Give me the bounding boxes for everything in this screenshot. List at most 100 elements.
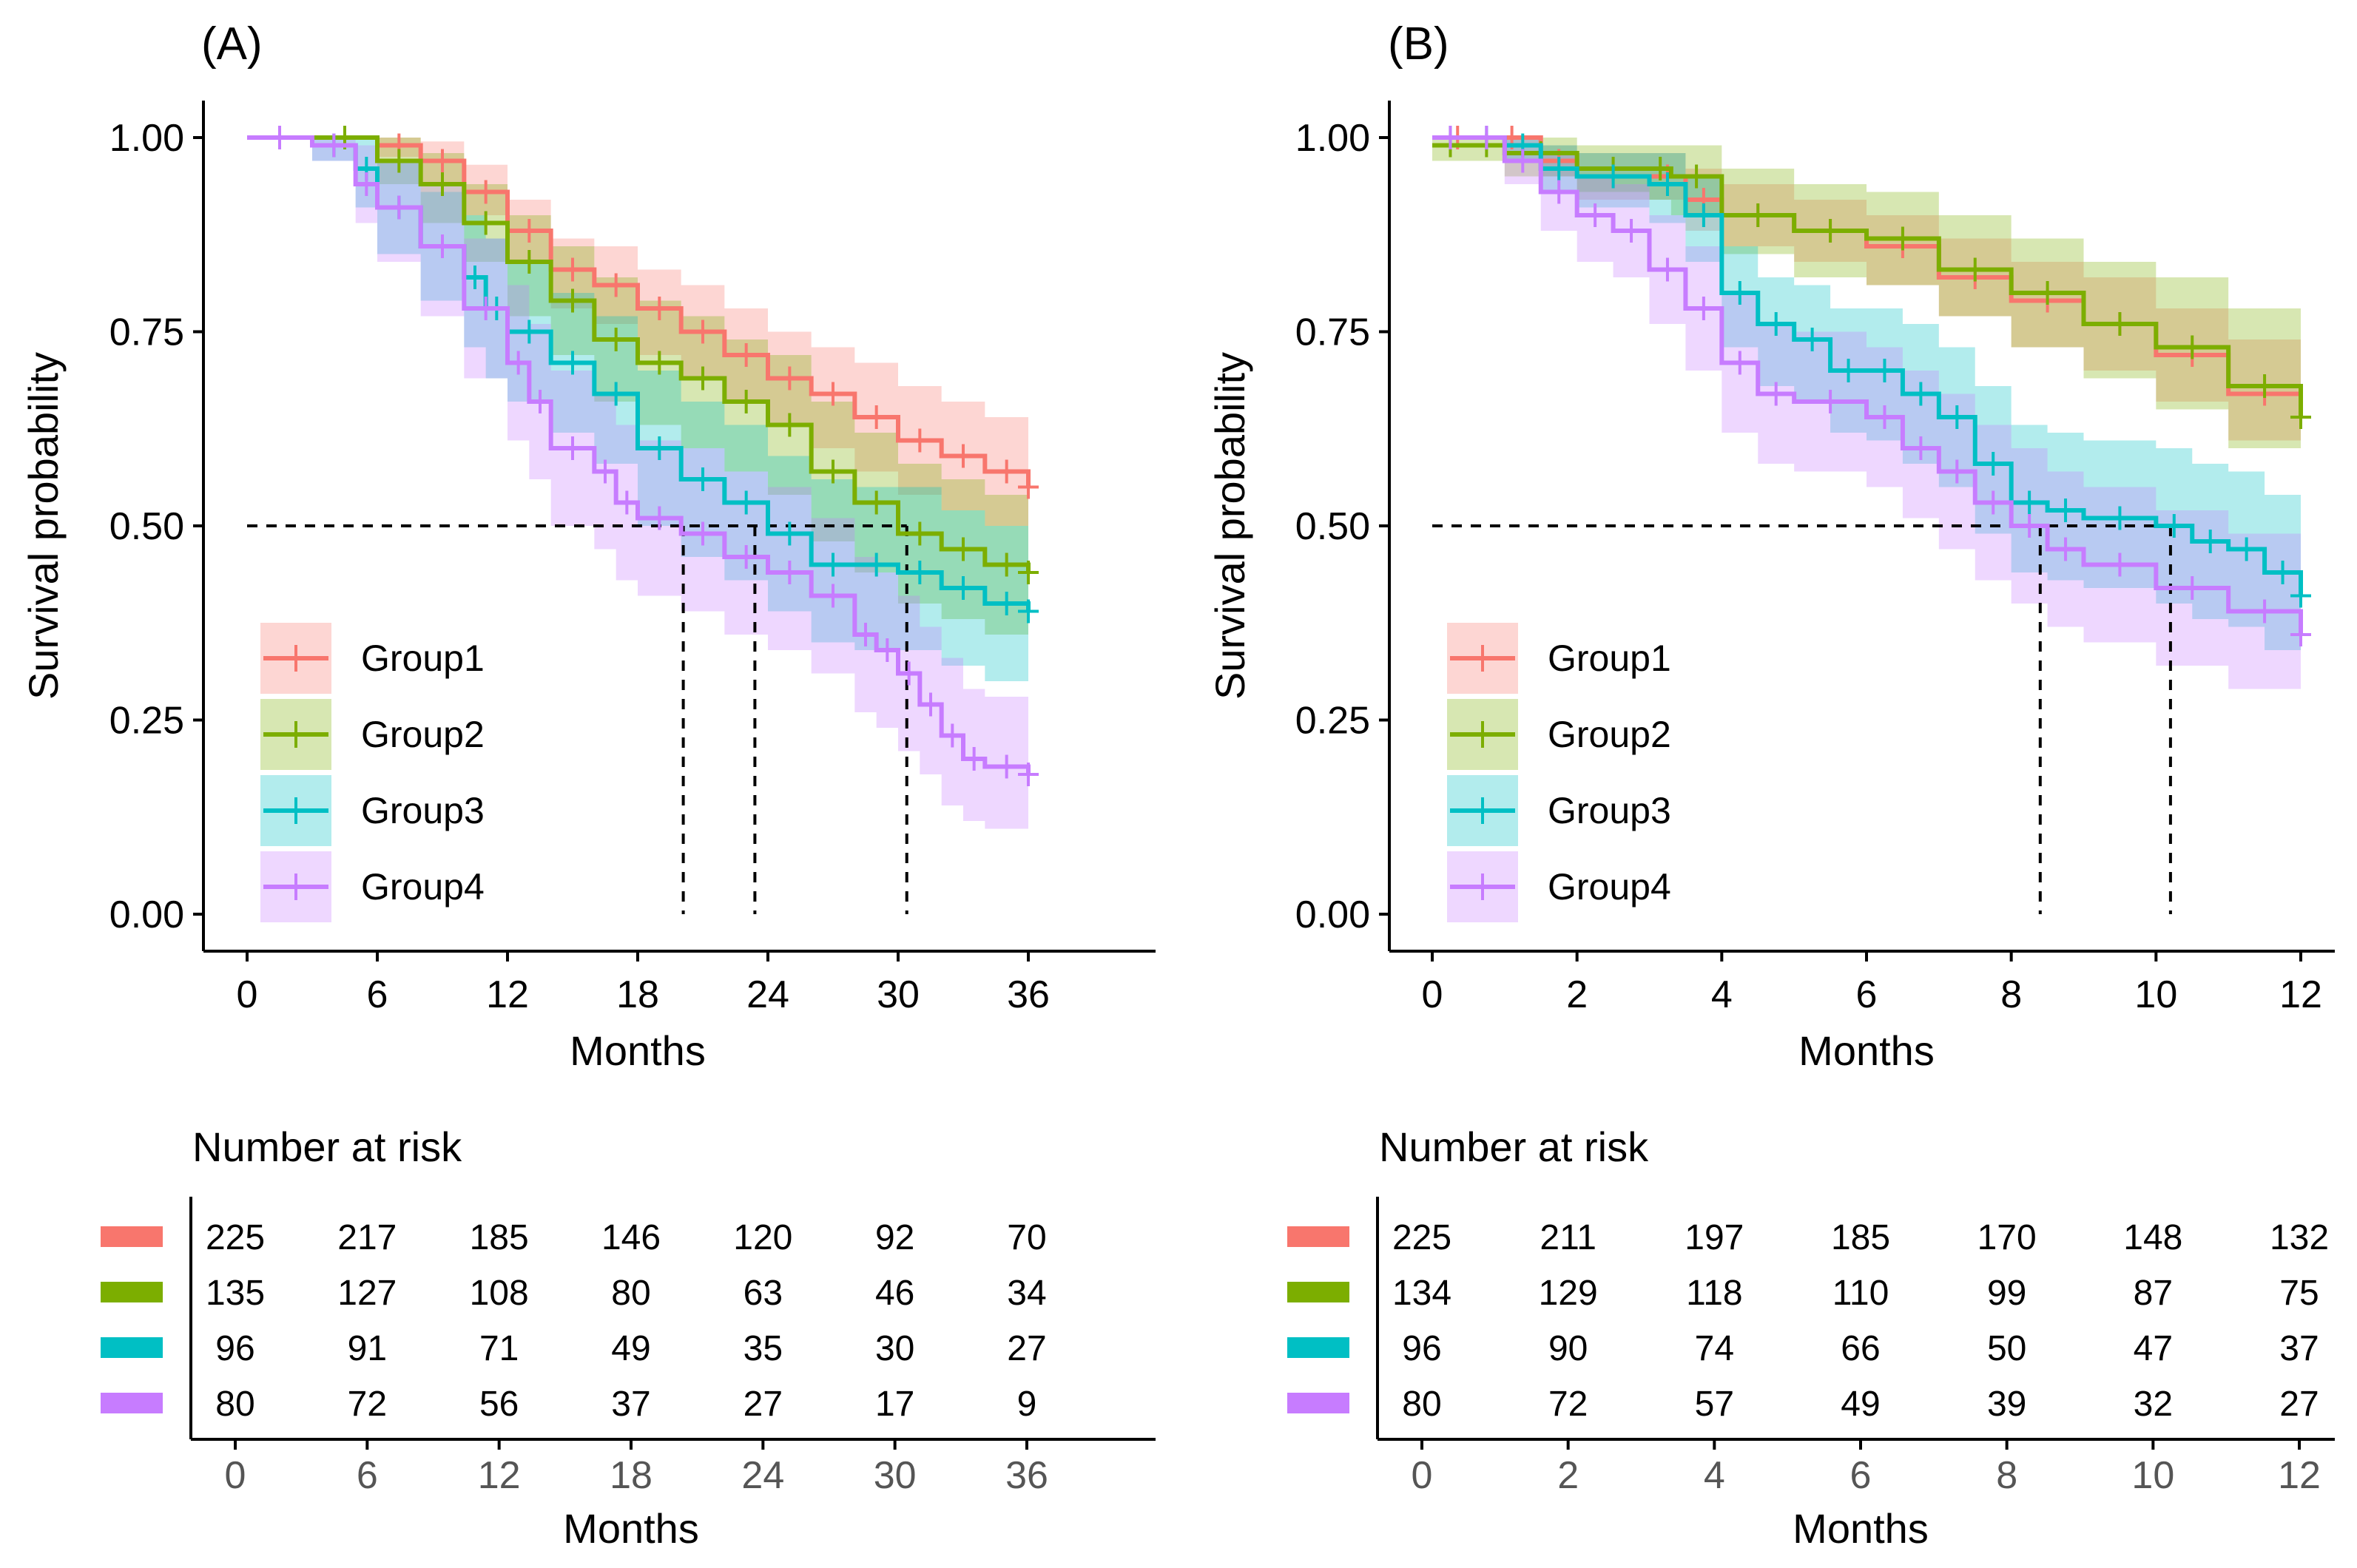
censor-mark xyxy=(1820,390,1841,413)
x-tick-label: 2 xyxy=(1566,973,1588,1016)
y-tick-label: 0.50 xyxy=(1295,505,1370,548)
x-tick-label: 0 xyxy=(1422,973,1443,1016)
x-tick-label: 6 xyxy=(367,973,388,1016)
censor-mark xyxy=(595,459,616,484)
censor-mark xyxy=(909,561,931,584)
ci-band-group4 xyxy=(247,138,1028,837)
risk-x-tick-label: 4 xyxy=(1704,1454,1725,1497)
censor-mark xyxy=(1765,382,1787,406)
censor-mark xyxy=(2236,537,2257,561)
censor-mark xyxy=(1693,297,1714,320)
legend-label-group1: Group1 xyxy=(361,638,485,679)
censor-mark xyxy=(1729,351,1750,375)
risk-cell: 225 xyxy=(206,1218,265,1257)
censor-mark xyxy=(1964,257,1986,282)
legend-label-group3: Group3 xyxy=(1548,790,1671,831)
risk-cell: 47 xyxy=(2134,1329,2173,1368)
censor-mark xyxy=(2182,335,2203,359)
censor-mark xyxy=(823,584,843,608)
censor-mark xyxy=(519,219,540,243)
censor-mark xyxy=(605,273,627,297)
censor-mark xyxy=(2055,537,2077,561)
y-tick-label: 0.25 xyxy=(109,700,184,743)
risk-group-key-group2 xyxy=(101,1282,163,1302)
censor-mark xyxy=(1602,164,1624,189)
y-tick-label: 1.00 xyxy=(1295,117,1370,160)
risk-x-tick-label: 8 xyxy=(1996,1454,2017,1497)
risk-cell: 92 xyxy=(875,1218,914,1257)
risk-group-key-group3 xyxy=(101,1337,163,1358)
x-tick-label: 36 xyxy=(1007,973,1050,1016)
censor-mark xyxy=(779,366,800,391)
risk-cell: 49 xyxy=(611,1329,650,1368)
censor-mark xyxy=(2037,281,2058,305)
legend-label-group4: Group4 xyxy=(361,866,485,908)
censor-mark xyxy=(877,638,898,662)
censor-mark xyxy=(1983,490,2004,515)
risk-cell: 146 xyxy=(601,1218,661,1257)
risk-group-key-group2 xyxy=(1287,1282,1349,1302)
censor-mark xyxy=(2254,599,2276,624)
risk-cell: 27 xyxy=(2279,1385,2319,1424)
x-axis-title: Months xyxy=(570,1027,706,1074)
censor-mark xyxy=(2290,584,2311,608)
risk-x-tick-label: 0 xyxy=(225,1454,246,1497)
censor-mark xyxy=(996,754,1017,779)
risk-cell: 185 xyxy=(470,1218,529,1257)
censor-mark xyxy=(1018,475,1039,499)
censor-mark xyxy=(388,195,410,220)
censor-mark xyxy=(692,320,713,344)
legend-label-group4: Group4 xyxy=(1548,866,1671,908)
censor-mark xyxy=(1820,219,1841,243)
censor-mark xyxy=(1585,203,1606,227)
risk-cell: 108 xyxy=(470,1274,529,1313)
x-tick-label: 24 xyxy=(746,973,789,1016)
censor-mark xyxy=(1018,763,1039,786)
risk-cell: 72 xyxy=(348,1385,387,1424)
x-tick-label: 0 xyxy=(237,973,258,1016)
risk-cell: 56 xyxy=(479,1385,519,1424)
risk-cell: 185 xyxy=(1831,1218,1890,1257)
risk-cell: 87 xyxy=(2134,1274,2173,1313)
legend-label-group1: Group1 xyxy=(1548,638,1671,679)
censor-mark xyxy=(735,390,757,413)
risk-cell: 49 xyxy=(1841,1385,1880,1424)
chart-panel-1: (A) 0.00 0.25 0.50 0.75 1.00 0 6 12 18 24 30 36 Month… xyxy=(20,18,1156,1552)
risk-cell: 39 xyxy=(1987,1385,2026,1424)
survival-curve-group3 xyxy=(1432,135,2303,596)
risk-table-title: Number at risk xyxy=(1379,1123,1649,1170)
risk-cell: 66 xyxy=(1841,1329,1880,1368)
censor-mark xyxy=(432,149,453,173)
x-tick-label: 4 xyxy=(1711,973,1733,1016)
censor-mark xyxy=(649,297,670,320)
censor-mark xyxy=(475,211,496,235)
risk-cell: 30 xyxy=(875,1329,914,1368)
censor-mark xyxy=(605,328,627,351)
ci-band-group2 xyxy=(1432,138,2301,479)
censor-mark xyxy=(1765,312,1787,336)
censor-mark xyxy=(2055,499,2077,522)
risk-cell: 46 xyxy=(875,1274,914,1313)
x-axis-title: Months xyxy=(1798,1027,1935,1074)
chart-panel-2: (B) 0.00 0.25 0.50 0.75 1.00 0 2 4 6 8 10 12 Months Su… xyxy=(1207,18,2335,1552)
risk-cell: 57 xyxy=(1695,1385,1734,1424)
censor-mark xyxy=(649,506,670,530)
censor-mark xyxy=(909,521,931,546)
censor-mark xyxy=(692,521,713,546)
censor-mark xyxy=(519,320,540,344)
censor-mark xyxy=(432,234,453,258)
censor-mark xyxy=(1838,359,1859,382)
risk-cell: 134 xyxy=(1392,1274,1451,1313)
censor-mark xyxy=(649,351,670,375)
censor-mark xyxy=(1018,561,1039,584)
censor-mark xyxy=(1621,219,1642,243)
censor-mark xyxy=(2290,623,2311,646)
risk-cell: 127 xyxy=(337,1274,397,1313)
censor-mark xyxy=(823,552,843,577)
x-tick-label: 10 xyxy=(2134,973,2177,1016)
censor-mark xyxy=(1910,382,1932,406)
legend-label-group2: Group2 xyxy=(361,714,485,755)
censor-mark xyxy=(1910,436,1932,460)
risk-cell: 118 xyxy=(1686,1274,1743,1313)
censor-mark xyxy=(649,436,670,460)
